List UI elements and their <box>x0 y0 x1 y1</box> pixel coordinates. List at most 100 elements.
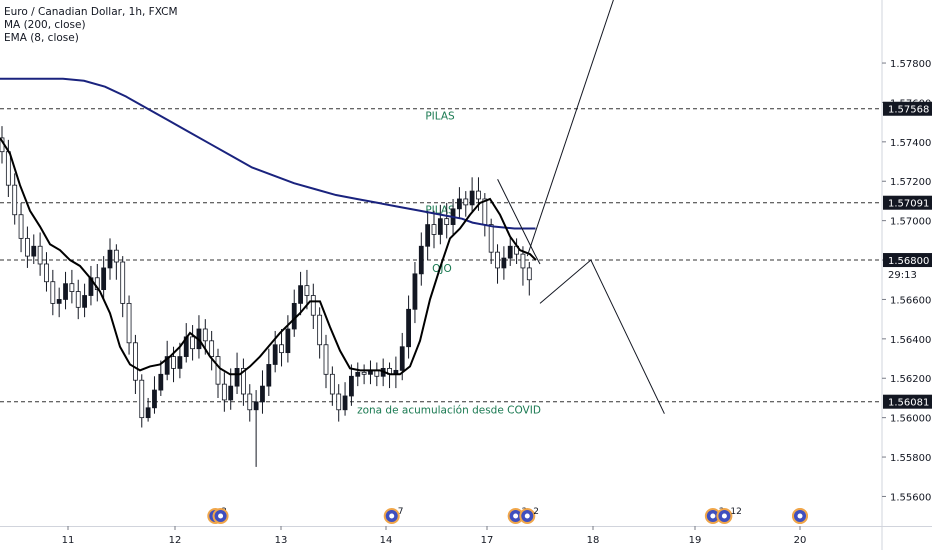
level-price-tag <box>883 195 932 210</box>
candle-body <box>495 251 500 269</box>
indicator-ma-label: MA (200, close) <box>4 19 86 31</box>
candle-body <box>317 314 323 346</box>
level-annotation: zona de acumulación desde COVID <box>357 405 541 417</box>
time-tick-label: 20 <box>794 535 807 546</box>
candle-body <box>202 328 208 342</box>
candle-body <box>349 375 354 397</box>
level-price-tag <box>883 101 932 116</box>
candle-body <box>12 184 18 216</box>
candle-body <box>126 302 132 344</box>
candle-body <box>272 344 278 365</box>
candle-body <box>247 393 253 411</box>
candle-body <box>190 336 195 350</box>
candle-body <box>304 285 310 296</box>
level-price-tag <box>883 253 932 268</box>
candle-body <box>476 190 481 200</box>
price-tick-label: 1.57000 <box>890 217 931 228</box>
time-tick-label: 17 <box>481 535 494 546</box>
candle-body <box>279 344 284 354</box>
candle-body <box>431 224 437 235</box>
candle-body <box>482 198 488 225</box>
candle-body <box>209 340 215 357</box>
candle-body <box>361 371 367 375</box>
candle-body <box>69 283 75 292</box>
candle-body <box>18 214 24 239</box>
candle-body <box>399 346 405 371</box>
candle-body <box>412 273 418 310</box>
candle-body <box>425 224 431 247</box>
time-tick-label: 14 <box>380 535 393 546</box>
candle-body <box>63 283 68 300</box>
candle-body <box>221 383 227 401</box>
event-marker-center <box>721 513 727 519</box>
candle-body <box>234 367 240 387</box>
ma-200-line <box>0 77 536 230</box>
candle-body <box>75 291 81 308</box>
candle-body <box>56 299 62 304</box>
countdown-label: 29:13 <box>888 270 917 281</box>
candle-body <box>444 218 450 225</box>
candle-body <box>120 261 126 304</box>
candle-body <box>501 257 507 269</box>
candle-body <box>526 267 532 281</box>
candle-body <box>5 151 11 186</box>
drawing-bearish-projection <box>539 259 665 414</box>
candle-body <box>253 401 259 411</box>
drawing-down-leg <box>497 179 541 265</box>
candle-body <box>107 249 113 269</box>
candle-body <box>469 190 475 206</box>
candle-body <box>241 367 246 395</box>
candle-body <box>145 407 151 419</box>
candle-body <box>437 218 443 235</box>
price-tick-label: 1.55600 <box>890 492 931 503</box>
price-tick-label: 1.55800 <box>890 453 931 464</box>
candle-body <box>158 373 164 391</box>
event-marker-center <box>513 513 519 519</box>
level-price-label: 1.56081 <box>888 398 929 409</box>
time-tick-label: 12 <box>169 535 182 546</box>
candle-body <box>266 364 272 387</box>
candle-body <box>133 342 138 381</box>
candle-body <box>37 245 43 265</box>
time-tick-label: 18 <box>587 535 600 546</box>
candle-body <box>520 253 526 269</box>
level-price-tag <box>883 394 932 409</box>
level-annotation: OJO <box>432 263 452 275</box>
event-marker-center <box>710 513 716 519</box>
candle-body <box>298 285 303 304</box>
candle-body <box>101 267 107 290</box>
candle-body <box>418 245 424 275</box>
candle-body <box>50 281 56 304</box>
candle-body <box>164 356 170 375</box>
candle-body <box>285 328 291 354</box>
candle-body <box>113 249 119 263</box>
event-marker-center <box>797 513 803 519</box>
time-tick-label: 13 <box>275 535 288 546</box>
drawing-bullish-projection <box>526 0 614 257</box>
time-tick-label: 11 <box>62 535 75 546</box>
candle-body <box>228 385 234 401</box>
candle-body <box>82 295 87 308</box>
level-annotation: PILAS <box>425 111 455 123</box>
candle-body <box>323 344 329 375</box>
candle-body <box>152 389 157 409</box>
candle-body <box>215 356 221 385</box>
price-tick-label: 1.57800 <box>890 59 931 70</box>
price-tick-label: 1.56400 <box>890 335 931 346</box>
event-marker-badge: 2 <box>533 507 539 517</box>
candle-body <box>463 198 469 206</box>
candle-body <box>139 379 145 419</box>
price-tick-label: 1.56200 <box>890 374 931 385</box>
candle-body <box>336 393 342 411</box>
symbol-title: Euro / Canadian Dollar, 1h, FXCM <box>4 6 178 18</box>
indicator-ema-label: EMA (8, close) <box>4 32 79 44</box>
level-price-label: 1.57568 <box>888 105 929 116</box>
price-tick-label: 1.56600 <box>890 295 931 306</box>
price-tick-label: 1.56000 <box>890 414 931 425</box>
candle-body <box>342 395 348 411</box>
event-marker-badge: 7 <box>398 507 404 517</box>
ema-8-line <box>0 137 537 376</box>
level-price-label: 1.56800 <box>888 256 929 267</box>
